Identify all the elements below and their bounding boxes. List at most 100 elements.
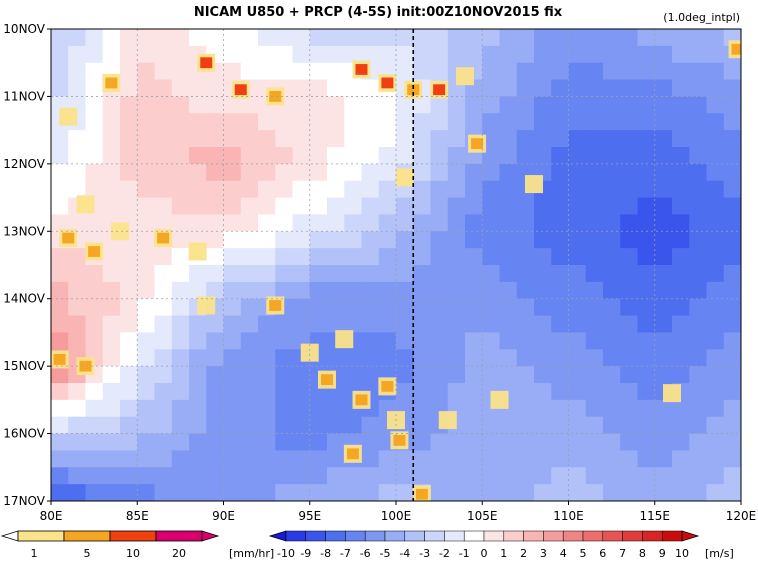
u850-cell xyxy=(240,416,259,435)
u850-cell xyxy=(585,349,604,367)
u850-cell xyxy=(258,467,276,485)
wind-colorbar-swatch xyxy=(404,530,425,542)
u850-cell xyxy=(603,332,621,350)
u850-cell xyxy=(68,467,87,485)
precip-cell-core xyxy=(88,246,101,257)
u850-cell xyxy=(68,484,87,501)
u850-cell xyxy=(189,265,207,283)
u850-cell xyxy=(637,450,656,468)
u850-cell xyxy=(154,383,173,401)
u850-cell xyxy=(551,248,570,266)
u850-cell xyxy=(465,399,483,418)
u850-cell xyxy=(551,29,570,47)
u850-cell xyxy=(654,96,673,114)
u850-cell xyxy=(85,399,104,418)
u850-cell xyxy=(534,45,552,64)
u850-cell xyxy=(361,450,380,468)
u850-cell xyxy=(154,433,173,452)
u850-cell xyxy=(120,433,138,452)
u850-cell xyxy=(603,248,621,266)
u850-cell xyxy=(292,79,311,98)
u850-cell xyxy=(258,484,276,501)
u850-cell xyxy=(723,450,741,468)
u850-cell xyxy=(258,349,276,367)
wind-colorbar: -10 -9 -8 -7 -6 -5 -4 -3 -2 -1 0 1 2 3 4 5 6 7 8 9 10 xyxy=(268,530,700,560)
u850-cell xyxy=(465,366,483,384)
u850-cell xyxy=(672,130,690,148)
wind-colorbar-swatch xyxy=(444,530,465,542)
u850-cell xyxy=(413,214,432,232)
u850-cell xyxy=(603,231,621,249)
u850-cell xyxy=(499,416,518,435)
u850-cell xyxy=(189,197,207,216)
u850-cell xyxy=(223,332,242,350)
u850-cell xyxy=(85,484,104,501)
u850-cell xyxy=(568,248,587,266)
u850-cell xyxy=(292,96,311,114)
wind-colorbar-label: 3 xyxy=(540,547,547,560)
u850-cell xyxy=(516,45,535,64)
u850-cell xyxy=(689,484,708,501)
u850-cell xyxy=(516,29,535,47)
u850-cell xyxy=(620,214,639,232)
u850-cell xyxy=(51,315,69,334)
u850-cell xyxy=(534,416,552,435)
u850-cell xyxy=(292,450,311,468)
u850-cell xyxy=(223,484,242,501)
u850-cell xyxy=(465,433,483,452)
u850-cell xyxy=(672,248,690,266)
u850-cell xyxy=(309,416,328,435)
u850-cell xyxy=(275,163,294,182)
u850-cell xyxy=(137,180,156,199)
u850-cell xyxy=(499,467,518,485)
u850-cell xyxy=(430,96,449,114)
u850-cell xyxy=(551,416,570,435)
u850-cell xyxy=(275,265,294,283)
u850-cell xyxy=(154,366,173,384)
u850-cell xyxy=(378,197,397,216)
u850-cell xyxy=(51,484,69,501)
u850-cell xyxy=(706,147,725,165)
u850-cell xyxy=(620,248,639,266)
u850-cell xyxy=(637,231,656,249)
precip-colorbar-arrow-right xyxy=(201,530,220,542)
u850-cell xyxy=(344,281,363,300)
u850-cell xyxy=(378,467,397,485)
u850-cell xyxy=(137,163,156,182)
u850-cell xyxy=(206,399,225,418)
u850-cell xyxy=(258,113,276,131)
u850-cell xyxy=(654,399,673,418)
u850-cell xyxy=(154,180,173,199)
u850-cell xyxy=(275,197,294,216)
u850-cell xyxy=(120,349,138,367)
u850-cell xyxy=(672,147,690,165)
u850-cell xyxy=(620,265,639,283)
wind-colorbar-swatch xyxy=(622,530,643,542)
precip-cell xyxy=(335,330,354,349)
u850-cell xyxy=(85,79,104,98)
u850-cell xyxy=(68,163,87,182)
u850-cell xyxy=(102,349,121,367)
u850-cell xyxy=(689,45,708,64)
u850-cell xyxy=(240,298,259,317)
u850-cell xyxy=(223,130,242,148)
u850-cell xyxy=(258,130,276,148)
u850-cell xyxy=(568,416,587,435)
u850-cell xyxy=(396,62,414,81)
u850-cell xyxy=(51,180,69,199)
u850-cell xyxy=(258,180,276,199)
u850-cell xyxy=(223,29,242,47)
x-tick-label: 85E xyxy=(126,509,149,523)
u850-cell xyxy=(654,231,673,249)
u850-cell xyxy=(51,366,69,384)
u850-cell xyxy=(534,349,552,367)
u850-cell xyxy=(430,298,449,317)
u850-cell xyxy=(603,298,621,317)
u850-cell xyxy=(171,349,190,367)
u850-cell xyxy=(637,281,656,300)
u850-cell xyxy=(171,62,190,81)
u850-cell xyxy=(292,399,311,418)
u850-cell xyxy=(102,96,121,114)
u850-cell xyxy=(206,416,225,435)
u850-cell xyxy=(465,467,483,485)
